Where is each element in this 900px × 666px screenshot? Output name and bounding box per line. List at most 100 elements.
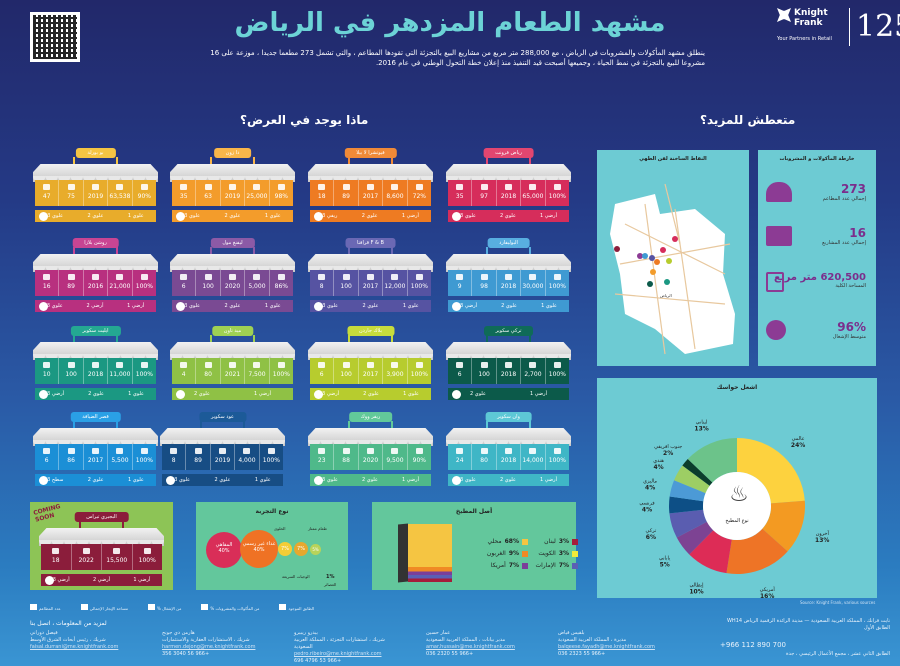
area-icon	[766, 272, 784, 292]
shop-card[interactable]: قصر الضيافة 6 86 2017 5,500 100% علوي 1 علوي …	[33, 412, 158, 490]
legend-item: % من المأكولات والمشروبات	[201, 604, 259, 611]
shop-card[interactable]: البوليفارد 9 98 2018 30,000 100% علوي 1 علوي …	[446, 238, 571, 316]
shop-stat: 2016	[84, 270, 109, 296]
shop-stat: 80	[196, 358, 221, 384]
contact-card: بيدرو ريبيرو شريك ، استشارات التجزئة ، ال…	[294, 630, 385, 664]
shop-card[interactable]: F & B قرافتا 8 100 2017 12,000 100% علوي 1 عل…	[308, 238, 433, 316]
svg-text:6%: 6%	[646, 534, 656, 541]
shop-stat: 100%	[546, 444, 569, 470]
shop-stat: 6	[35, 444, 60, 470]
shop-card[interactable]: فيوتشرا لا بيلا 18 89 2017 8,600 72% أرضي 1 ع…	[308, 148, 433, 226]
qr-code[interactable]	[30, 12, 80, 62]
shop-name: عود سكوير	[198, 412, 247, 422]
shop-name: رياض فرونت	[483, 148, 534, 158]
shop-stat: 75	[59, 180, 84, 206]
shop-stat: 6	[448, 358, 473, 384]
floor-label: أرضي 1	[529, 391, 547, 397]
shop-card[interactable]: ذا زون 35 63 2019 25,000 98% علوي 1 علوي 2 علو…	[170, 148, 295, 226]
stat-icon	[67, 274, 75, 280]
shop-card[interactable]: ريفر ووك 23 88 2020 9,500 90% أرضي 1 علوي 2 عل…	[308, 412, 433, 490]
floor-label: أرضي 3	[460, 303, 478, 309]
contact-email[interactable]: amar.hussain@me.knightfrank.com	[426, 644, 515, 650]
shop-card[interactable]: بلاك جاردن 6 100 2017 3,900 100% علوي 1 علوي …	[308, 326, 433, 404]
shop-stat: 21,000	[108, 270, 133, 296]
shop-stat: 86	[59, 444, 84, 470]
shop-card[interactable]: ايليت سكوير 10 100 2018 11,000 100% علوي 1 عل…	[33, 326, 158, 404]
stat-icon	[92, 362, 100, 368]
shop-stat: 25,000	[245, 180, 270, 206]
shop-card[interactable]: بو بورلة 47 75 2019 63,538 90% علوي 1 علوي 2 ع…	[33, 148, 158, 226]
shop-card[interactable]: رياض فرونت 35 97 2018 65,000 100% أرضي 1 علوي…	[446, 148, 571, 226]
contact-email[interactable]: faisal.durrani@me.knightfrank.com	[30, 644, 119, 650]
shop-card-coming-soon[interactable]: البجيري تيراس 18 2022 15,500 100% أرضي 1 أرض…	[39, 512, 164, 590]
shop-stat: 14,000	[521, 444, 546, 470]
stat-icon	[92, 184, 100, 190]
shop-name: F & B قرافتا	[345, 238, 396, 248]
shop-stat: 100%	[133, 444, 156, 470]
office-phone[interactable]: +966 112 890 700	[720, 641, 786, 649]
shop-card[interactable]: تركي سكوير 6 100 2018 2,700 100% أرضي 1 علوي …	[446, 326, 571, 404]
stat-restaurants: 273 إجمالي عدد المطاعم	[766, 182, 866, 202]
shop-card[interactable]: ميد تاون 4 80 2021 7,500 100% أرضي 1 علوي 2	[170, 326, 295, 404]
legend-item: عدد المطاعم	[30, 604, 61, 611]
contact-email[interactable]: harmen.dejong@me.knightfrank.com	[162, 644, 256, 650]
stat-icon	[140, 362, 148, 368]
contact-email[interactable]: pedro.ribeiro@me.knightfrank.com	[294, 651, 382, 657]
riyadh-map[interactable]: الرياض	[605, 164, 745, 360]
chart-source: Source: Knight Frank, various sources	[800, 600, 876, 605]
stat-icon	[204, 362, 212, 368]
stat-icon	[204, 274, 212, 280]
stat-icon	[553, 362, 561, 368]
shop-card[interactable]: وان سكوير 24 80 2018 14,000 100% أرضي 1 علوي …	[446, 412, 571, 490]
shop-stat: 100%	[408, 358, 431, 384]
stat-icon	[52, 548, 60, 554]
stat-icon	[113, 548, 121, 554]
stat-occupancy: 96% متوسط الإشغال	[766, 320, 866, 340]
svg-text:16%: 16%	[760, 593, 774, 598]
floor-icon	[39, 475, 48, 485]
stat-icon	[140, 448, 148, 454]
floor-label: أرضي 3	[322, 391, 340, 397]
shop-stat: 12,000	[383, 270, 408, 296]
floor-label: علوي 3	[174, 477, 191, 483]
svg-text:آخرون: آخرون	[816, 530, 830, 537]
stat-icon	[318, 274, 326, 280]
shop-card[interactable]: روشن بلازا 16 89 2016 21,000 100% أرضي 1 أرضي…	[33, 238, 158, 316]
cuisine-donut-chart[interactable]: عالمي24%آخرون13%أمريكي16%إيطالي10%ياباني…	[597, 378, 877, 598]
floor-label: علوي 2	[194, 391, 210, 397]
stat-icon	[92, 448, 100, 454]
cuisine-chart-panel: اشعل حواسك عالمي 24% آخرون 13% أمريكي 16% إيطا…	[597, 378, 877, 598]
occupancy-icon	[766, 320, 786, 340]
stat-icon	[505, 362, 513, 368]
stat-icon	[456, 362, 464, 368]
floor-label: أرضي 1	[253, 391, 271, 397]
shop-stat: 23	[310, 444, 335, 470]
shop-stat: 100%	[546, 358, 569, 384]
svg-text:تركي: تركي	[646, 528, 657, 534]
shop-stat: 6	[310, 358, 335, 384]
anniversary-mark: 125	[849, 8, 900, 46]
contact-email[interactable]: balqeese.fayadh@me.knightfrank.com	[558, 644, 655, 650]
floor-label: أرضي 1	[127, 303, 145, 309]
icon-legend: عدد المطاعم مساحة الإيجار الإجمالي % من ال…	[30, 604, 314, 611]
shop-card[interactable]: ليفنغ مول 6 100 2020 5,000 86% علوي 1 علوي 2 ع…	[170, 238, 295, 316]
svg-text:فرنسي: فرنسي	[639, 501, 655, 507]
shop-stat: 35	[172, 180, 197, 206]
origin-legend-item: 68% محلي	[464, 538, 528, 545]
stat-icon	[342, 274, 350, 280]
shop-stat: 5,500	[108, 444, 133, 470]
svg-text:5%: 5%	[660, 562, 670, 569]
stat-icon	[43, 274, 51, 280]
stat-icon	[367, 274, 375, 280]
donut-slice	[676, 521, 714, 555]
floor-label: علوي 2	[88, 391, 105, 397]
stat-icon	[67, 448, 75, 454]
shop-card[interactable]: عود سكوير 8 89 2019 4,000 100% علوي 1 علوي 2 ع…	[160, 412, 285, 490]
stat-icon	[277, 184, 285, 190]
stat-icon	[116, 274, 124, 280]
shop-stat: 2017	[359, 358, 384, 384]
svg-text:عالمي: عالمي	[792, 436, 805, 442]
stat-icon	[318, 362, 326, 368]
shop-stat: 86%	[270, 270, 293, 296]
shop-name: ايليت سكوير	[70, 326, 121, 336]
